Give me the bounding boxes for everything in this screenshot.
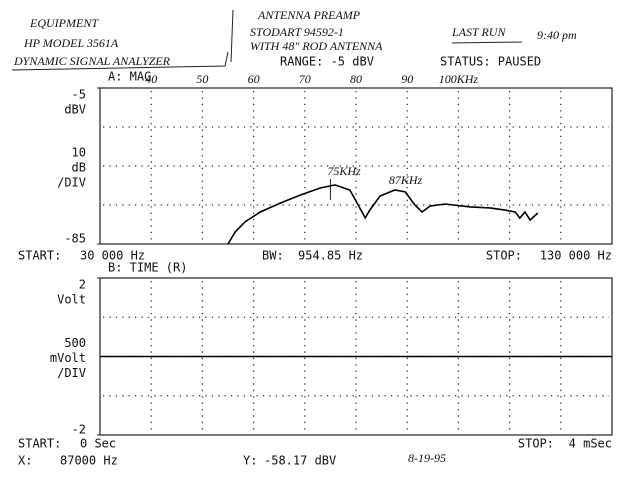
x-tick-label: 70 <box>299 72 311 86</box>
bw-label: BW: <box>262 249 284 263</box>
note: LAST RUN <box>451 25 506 39</box>
marker-x: 87000 Hz <box>60 454 118 468</box>
x-tick-label: 100KHz <box>439 72 479 86</box>
stop-label: STOP: <box>486 249 522 263</box>
note: DYNAMIC SIGNAL ANALYZER <box>13 54 171 68</box>
marker-y-label: Y: <box>243 454 257 468</box>
x-tick-label: 90 <box>401 72 413 86</box>
underline <box>451 41 523 44</box>
marker-x-label: X: <box>18 454 32 468</box>
x-tick-label: 60 <box>248 72 260 86</box>
x-tick-label: 50 <box>196 72 208 86</box>
annotation: 75KHz <box>327 164 361 178</box>
trace <box>227 184 539 245</box>
y-scale: dB <box>72 161 86 175</box>
stop: 130 000 Hz <box>540 249 612 263</box>
stop-label: STOP: <box>518 437 554 451</box>
y-tick-label: -5 <box>72 88 86 102</box>
range: RANGE: -5 dBV <box>280 55 374 69</box>
note: HP MODEL 3561A <box>23 36 119 50</box>
note: WITH 48" ROD ANTENNA <box>250 39 383 53</box>
y-unit: Volt <box>57 293 86 307</box>
divider <box>230 9 234 63</box>
start: 0 Sec <box>80 437 116 451</box>
note: STODART 94592-1 <box>250 25 344 39</box>
y-tick-label: -85 <box>64 232 86 246</box>
y-scale: /DIV <box>57 366 86 380</box>
annotation: 87KHz <box>389 173 423 187</box>
y-tick-label: -2 <box>72 423 86 437</box>
marker-y: -58.17 dBV <box>264 454 336 468</box>
y-scale: 10 <box>72 146 86 160</box>
note: ANTENNA PREAMP <box>257 8 361 22</box>
note: 9:40 pm <box>537 28 577 42</box>
start-label: START: <box>18 249 61 263</box>
y-tick-label: 2 <box>79 278 86 292</box>
start: 30 000 Hz <box>80 249 145 263</box>
status: STATUS: PAUSED <box>440 55 541 69</box>
note: EQUIPMENT <box>29 16 99 30</box>
y-scale: 500 <box>64 336 86 350</box>
x-tick-label: 80 <box>350 72 362 86</box>
bw: 954.85 Hz <box>298 249 363 263</box>
stop: 4 mSec <box>569 437 612 451</box>
x-tick-label: 40 <box>145 72 157 86</box>
y-unit: dBV <box>64 103 86 117</box>
note: 8-19-95 <box>408 451 446 465</box>
start-label: START: <box>18 437 61 451</box>
y-scale: mVolt <box>50 351 86 365</box>
plot-frame <box>99 87 613 245</box>
chart-title: B: TIME (R) <box>108 261 187 275</box>
bracket <box>11 51 229 71</box>
y-scale: /DIV <box>57 176 86 190</box>
chart-title: A: MAG <box>108 70 151 84</box>
